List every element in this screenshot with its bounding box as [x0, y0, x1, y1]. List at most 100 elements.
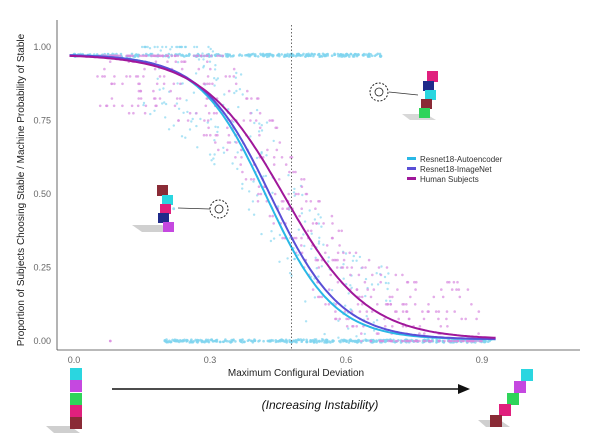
human-subject-point: [105, 104, 109, 108]
human-subject-point: [218, 54, 222, 58]
human-subject-point: [166, 54, 169, 58]
autoencoder-point: [158, 88, 161, 91]
human-subject-point: [98, 104, 102, 108]
autoencoder-point: [234, 340, 237, 343]
human-subject-point: [394, 339, 398, 343]
autoencoder-point: [317, 242, 321, 245]
autoencoder-point: [227, 108, 230, 111]
autoencoder-point: [315, 267, 318, 270]
human-subject-point: [235, 141, 238, 144]
autoencoder-point: [205, 340, 208, 343]
human-subject-point: [275, 148, 279, 152]
human-subject-point: [153, 67, 157, 71]
human-subject-point: [203, 82, 206, 86]
human-subject-point: [288, 170, 291, 174]
autoencoder-point: [229, 340, 233, 344]
human-subject-point: [142, 54, 146, 58]
human-subject-point: [415, 280, 418, 284]
human-subject-point: [254, 119, 258, 122]
autoencoder-point: [202, 64, 206, 68]
autoencoder-point: [352, 254, 355, 258]
human-subject-point: [180, 67, 184, 71]
autoencoder-point: [336, 52, 340, 56]
human-subject-point: [130, 104, 134, 108]
autoencoder-point: [270, 54, 274, 57]
autoencoder-point: [209, 47, 212, 51]
human-subject-point: [139, 97, 143, 100]
human-subject-point: [110, 97, 114, 100]
human-subject-point: [457, 288, 461, 291]
autoencoder-point: [302, 52, 305, 56]
autoencoder-point: [133, 54, 137, 58]
human-subject-point: [405, 303, 408, 306]
human-subject-point: [255, 97, 259, 100]
autoencoder-point: [285, 339, 289, 343]
human-subject-point: [480, 339, 484, 343]
x-tick-label: 0.9: [476, 355, 489, 365]
human-subject-point: [96, 75, 99, 78]
human-subject-point: [234, 82, 238, 86]
human-subject-point: [448, 339, 452, 343]
autoencoder-point: [239, 340, 243, 344]
autoencoder-point: [383, 275, 387, 279]
human-subject-point: [437, 310, 441, 313]
autoencoder-point: [279, 338, 283, 342]
human-subject-point: [142, 75, 145, 78]
human-subject-point: [239, 148, 243, 152]
human-subject-point: [274, 126, 278, 130]
autoencoder-point: [303, 244, 306, 248]
autoencoder-point: [209, 118, 213, 121]
human-subject-point: [350, 310, 354, 313]
human-subject-point: [259, 192, 263, 196]
human-subject-point: [437, 339, 441, 343]
autoencoder-point: [199, 338, 202, 342]
autoencoder-point: [313, 52, 317, 56]
autoencoder-point: [169, 340, 172, 344]
human-subject-point: [228, 75, 231, 78]
human-subject-point: [409, 295, 412, 299]
human-subject-point: [426, 310, 430, 313]
autoencoder-point: [252, 213, 256, 216]
human-subject-point: [258, 126, 262, 130]
human-subject-point: [209, 54, 213, 58]
autoencoder-point: [333, 53, 337, 56]
autoencoder-point: [253, 121, 256, 125]
human-subject-point: [113, 75, 116, 78]
human-subject-point: [309, 200, 313, 203]
human-subject-point: [413, 303, 417, 306]
human-subject-point: [281, 207, 284, 210]
autoencoder-point: [188, 128, 192, 131]
human-subject-point: [305, 200, 308, 203]
human-subject-point: [272, 163, 276, 166]
human-subject-point: [427, 303, 430, 306]
autoencoder-point: [247, 208, 251, 211]
human-subject-point: [245, 97, 248, 100]
human-subject-point: [408, 339, 411, 343]
autoencoder-point: [309, 339, 312, 342]
autoencoder-point: [320, 337, 324, 341]
human-subject-point: [211, 82, 214, 86]
human-subject-point: [127, 111, 131, 115]
human-subject-point: [207, 111, 211, 115]
human-subject-point: [215, 111, 218, 115]
human-subject-point: [358, 310, 362, 313]
human-subject-point: [311, 222, 315, 225]
autoencoder-point: [337, 336, 340, 339]
autoencoder-point: [320, 225, 323, 228]
legend-swatch-human: [407, 177, 416, 180]
human-subject-point: [342, 251, 345, 255]
autoencoder-point: [347, 341, 351, 344]
human-subject-point: [340, 229, 344, 233]
human-subject-point: [240, 156, 243, 159]
human-subject-point: [252, 178, 256, 181]
human-subject-point: [379, 273, 383, 277]
human-subject-point: [249, 111, 252, 115]
autoencoder-point: [173, 339, 176, 343]
autoencoder-point: [318, 53, 321, 56]
autoencoder-point: [225, 339, 229, 343]
human-subject-point: [318, 295, 322, 299]
human-subject-point: [421, 310, 424, 313]
human-subject-point: [297, 192, 300, 196]
autoencoder-point: [180, 45, 184, 49]
legend-label-imagenet: Resnet18-ImageNet: [420, 165, 492, 174]
